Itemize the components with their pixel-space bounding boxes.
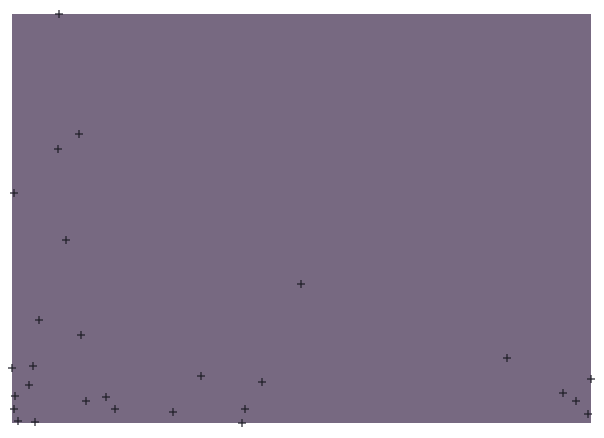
plus-icon [238,419,246,427]
plus-icon [31,418,39,426]
plus-icon [572,397,580,405]
plus-icon [111,405,119,413]
marker-layer [8,10,595,427]
plus-icon [29,362,37,370]
plot-area [12,14,591,423]
plus-icon [297,280,305,288]
plus-icon [241,405,249,413]
plus-icon [35,316,43,324]
plus-icon [258,378,266,386]
plus-icon [587,375,595,383]
plus-icon [8,364,16,372]
plus-icon [10,189,18,197]
plus-icon [197,372,205,380]
plus-icon [10,405,18,413]
plus-icon [169,408,177,416]
plus-icon [25,381,33,389]
plus-icon [75,130,83,138]
plus-icon [54,145,62,153]
plus-icon [503,354,511,362]
plus-icon [102,393,110,401]
plus-icon [11,392,19,400]
plus-icon [55,10,63,18]
plus-icon [77,331,85,339]
plus-icon [584,410,592,418]
plus-icon [559,389,567,397]
plus-icon [62,236,70,244]
plus-icon [14,417,22,425]
plus-icon [82,397,90,405]
